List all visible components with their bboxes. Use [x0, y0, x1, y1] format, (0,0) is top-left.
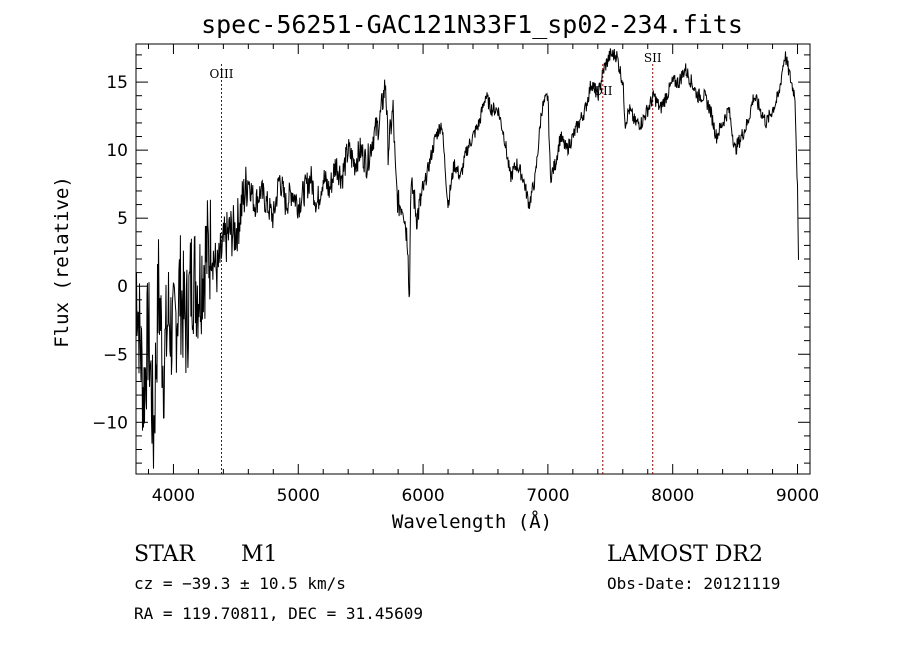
- line-marker-label: OIII: [209, 67, 233, 81]
- coords-text: RA = 119.70811, DEC = 31.45609: [134, 604, 423, 623]
- y-tick-label: −10: [92, 413, 128, 433]
- velocity-text: cz = −39.3 ± 10.5 km/s: [134, 574, 346, 593]
- obs-date-text: Obs-Date: 20121119: [607, 574, 780, 593]
- x-tick-label: 5000: [277, 486, 320, 506]
- object-subclass: M1: [241, 542, 278, 567]
- spectrum-chart: spec-56251-GAC121N33F1_sp02-234.fits 400…: [0, 0, 900, 649]
- y-tick-label: −5: [103, 345, 128, 365]
- x-tick-label: 8000: [651, 486, 694, 506]
- survey-name: LAMOST DR2: [607, 542, 763, 567]
- x-tick-label: 4000: [152, 486, 195, 506]
- object-type: STAR: [134, 542, 196, 567]
- x-tick-label: 7000: [526, 486, 569, 506]
- x-tick-label: 6000: [401, 486, 444, 506]
- y-tick-label: 10: [106, 141, 128, 161]
- x-tick-label: 9000: [776, 486, 819, 506]
- y-tick-label: 5: [117, 209, 128, 229]
- line-marker-label: SII: [644, 51, 662, 65]
- y-axis-label: Flux (relative): [51, 176, 73, 348]
- chart-title: spec-56251-GAC121N33F1_sp02-234.fits: [201, 10, 743, 39]
- x-axis-label: Wavelength (Å): [392, 510, 552, 533]
- y-tick-label: 0: [117, 277, 128, 297]
- y-tick-label: 15: [106, 73, 128, 93]
